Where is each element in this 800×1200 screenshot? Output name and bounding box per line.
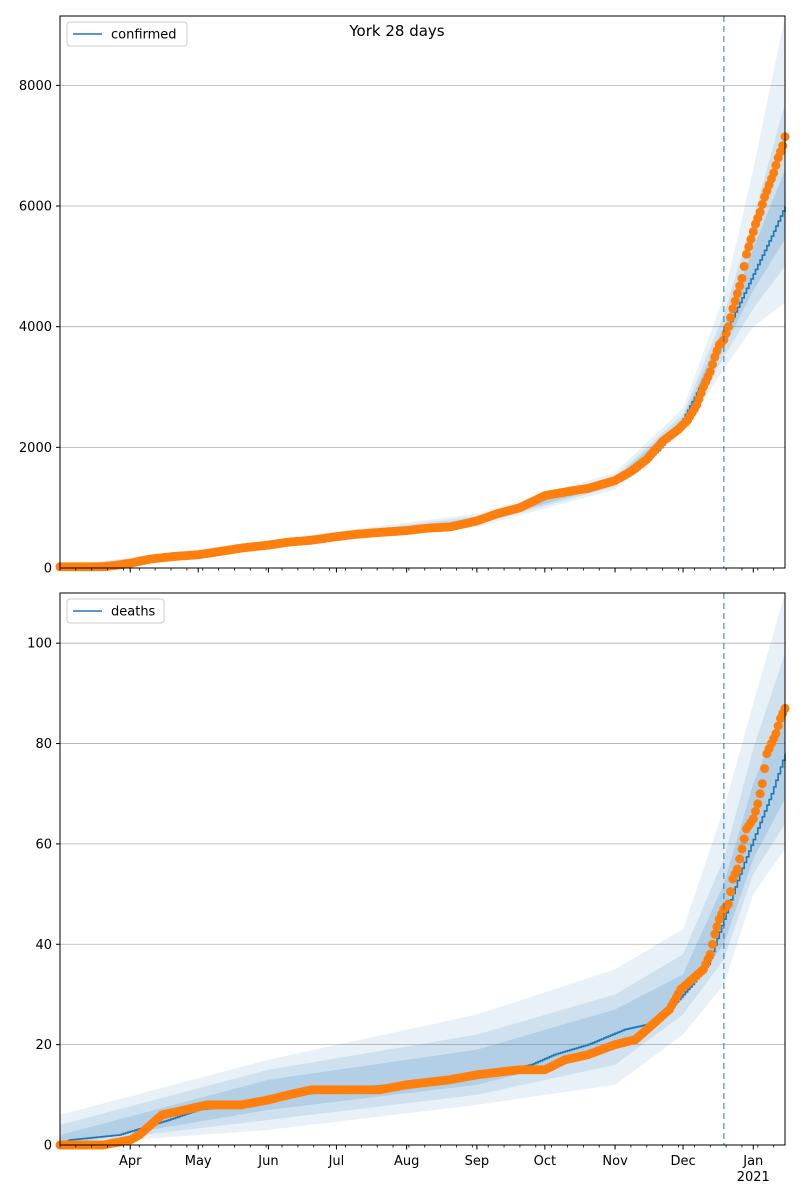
observed-point [778, 141, 788, 151]
y-tick-label: 80 [35, 737, 52, 752]
x-tick-label: Jul [328, 1154, 345, 1169]
x-tick-label: Jan [742, 1154, 763, 1169]
observed-point [751, 806, 760, 816]
y-tick-label: 20 [35, 1038, 52, 1053]
observed-points [55, 703, 790, 1150]
legend-box [66, 598, 165, 624]
series-line-confirmed [60, 206, 786, 569]
observed-point [726, 887, 736, 897]
observed-point [708, 359, 717, 369]
observed-point [732, 864, 742, 874]
x-tick-label: Jun [257, 1154, 278, 1169]
x-tick-label: Sep [465, 1154, 490, 1169]
observed-point [757, 779, 767, 789]
observed-point [753, 799, 763, 809]
deaths-panel: 0 20 40 60 80 100 Apr May Jun Jul Aug Sep Oct Nov Dec J… [27, 592, 790, 1185]
observed-point [760, 764, 770, 774]
observed-point [742, 249, 751, 259]
observed-point [771, 729, 781, 738]
y-tick-label: 0 [44, 1139, 52, 1154]
uncertainty-band-middle [60, 653, 785, 1145]
figure-title: York 28 days [348, 22, 444, 40]
y-tick-label: 4000 [19, 320, 52, 335]
legend-label: deaths [111, 605, 156, 620]
observed-point [739, 834, 749, 844]
observed-point [735, 854, 745, 864]
confirmed-panel: 0 2000 4000 6000 8000 confirmed [19, 15, 790, 577]
observed-point [737, 844, 747, 854]
y-tick-label: 60 [35, 837, 52, 852]
axes-frame [59, 15, 786, 569]
observed-point [744, 242, 754, 252]
uncertainty-band-inner [60, 169, 785, 569]
x-tick-label: Nov [602, 1154, 628, 1169]
observed-point [723, 322, 733, 332]
x-tick-sublabel: 2021 [737, 1170, 770, 1185]
y-tick-label: 6000 [19, 200, 52, 215]
observed-point [726, 313, 736, 323]
observed-point [708, 939, 717, 949]
observed-point [723, 899, 733, 909]
observed-point [732, 289, 742, 298]
observed-point [712, 922, 722, 932]
legend: confirmed [66, 21, 188, 47]
observed-point [705, 949, 715, 959]
observed-point [739, 261, 749, 271]
y-tick-label: 0 [44, 562, 52, 577]
axes-frame [59, 592, 786, 1146]
observed-point [746, 234, 756, 244]
observed-point [771, 160, 781, 170]
observed-point [748, 814, 758, 824]
observed-point [737, 273, 747, 283]
observed-point [730, 296, 740, 306]
x-tick-label: Dec [670, 1154, 695, 1169]
observed-points [55, 132, 790, 572]
observed-point [769, 168, 779, 178]
x-tick-label: Aug [394, 1154, 419, 1169]
legend: deaths [66, 598, 165, 624]
x-tick-label: Apr [119, 1154, 142, 1169]
legend-label: confirmed [111, 28, 177, 43]
observed-point [748, 227, 758, 237]
uncertainty-band-middle [60, 103, 785, 568]
observed-point [773, 721, 783, 731]
y-tick-label: 40 [35, 938, 52, 953]
uncertainty-band-outer [60, 16, 785, 568]
x-tick-label: May [185, 1154, 212, 1169]
observed-point [757, 200, 767, 209]
observed-point [728, 304, 738, 314]
uncertainty-band-inner [60, 703, 785, 1145]
y-tick-label: 100 [27, 637, 52, 652]
legend-box [66, 21, 188, 47]
observed-point [735, 281, 745, 291]
observed-point [755, 207, 765, 217]
y-tick-label: 2000 [19, 441, 52, 456]
uncertainty-band-outer [60, 593, 785, 1145]
observed-point [710, 929, 720, 939]
y-tick-label: 8000 [19, 79, 52, 94]
observed-point [755, 789, 765, 799]
x-tick-label: Oct [534, 1154, 556, 1169]
observed-point [705, 367, 715, 377]
